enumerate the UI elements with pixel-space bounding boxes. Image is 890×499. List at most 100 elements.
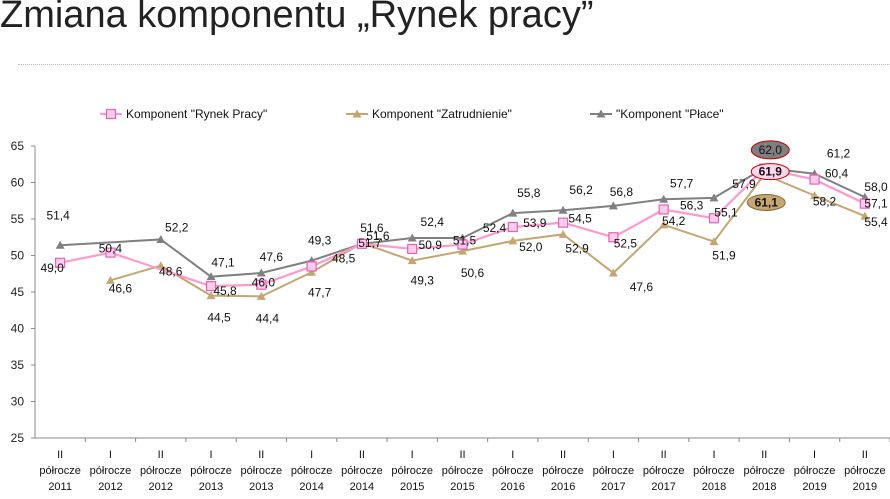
highlight-bubble-grey	[750, 140, 790, 160]
x-tick-label-year: 2014	[350, 481, 374, 493]
data-label: 61,1	[755, 195, 779, 209]
series-line	[60, 166, 866, 278]
data-label: 51,9	[712, 249, 736, 263]
data-label: 51,4	[46, 208, 70, 222]
highlight-bubble-tan	[746, 193, 786, 211]
series-point	[407, 243, 418, 255]
x-tick-label-half: II	[258, 449, 264, 461]
data-label: 54,2	[662, 214, 686, 228]
series-point	[256, 268, 266, 277]
series-point	[558, 229, 568, 238]
x-tick-label-word: półrocze	[140, 465, 182, 477]
series-point	[256, 291, 266, 300]
y-tick-label: 30	[11, 395, 25, 409]
legend-label: "Komponent "Płace"	[616, 107, 724, 121]
legend-marker	[352, 109, 362, 118]
data-label: 57,9	[732, 177, 756, 191]
series-point	[105, 275, 115, 284]
data-label: 55,1	[714, 205, 738, 219]
y-tick-label: 65	[11, 139, 25, 153]
data-label: 51,7	[358, 236, 382, 250]
x-tick-label-year: 2018	[752, 481, 776, 493]
x-tick-label-word: półrocze	[442, 465, 484, 477]
y-tick-label: 40	[11, 322, 25, 336]
x-tick-label-half: I	[813, 449, 816, 461]
data-labels-layer: 49,0 50,4 45,8 46,0 48,5 51,6 50,9 51,5 53,9 54,5…	[40, 140, 888, 325]
series-point	[557, 217, 569, 228]
data-label: 54,5	[568, 212, 592, 226]
data-label: 44,5	[207, 311, 231, 325]
x-tick-label-year: 2012	[148, 481, 172, 493]
x-tick-label-word: półrocze	[693, 465, 735, 477]
x-tick-label-year: 2012	[98, 481, 122, 493]
series-point	[507, 221, 518, 233]
data-label: 56,3	[680, 199, 704, 213]
series-point	[709, 237, 719, 246]
data-label: 44,4	[256, 311, 280, 325]
data-label: 46,6	[109, 281, 133, 295]
x-tick-label-word: półrocze	[90, 465, 132, 477]
series-point	[256, 279, 267, 290]
data-label: 47,1	[211, 256, 235, 270]
x-tick-label-word: półrocze	[190, 465, 232, 477]
x-tick-label-half: I	[310, 449, 313, 461]
chart-axes: 253035404550556065IIpółrocze2011Ipółrocz…	[11, 139, 890, 493]
data-label: 52,2	[165, 220, 189, 234]
data-label: 52,9	[565, 241, 589, 255]
x-tick-label-year: 2014	[299, 481, 323, 493]
x-tick-label-word: półrocze	[643, 465, 685, 477]
data-label: 52,5	[614, 236, 638, 250]
series-layer	[55, 163, 870, 300]
data-label: 57,1	[864, 197, 888, 211]
series-line	[59, 167, 866, 288]
data-label: 52,4	[421, 215, 445, 229]
x-tick-label-year: 2019	[802, 481, 826, 493]
data-label: 56,2	[569, 183, 593, 197]
data-label: 62,0	[759, 143, 783, 157]
series-point	[458, 246, 467, 255]
legend-marker	[105, 108, 117, 120]
series-point	[508, 208, 518, 217]
x-tick-label-half: II	[359, 449, 365, 461]
x-tick-label-word: półrocze	[391, 465, 433, 477]
data-label: 46,0	[252, 276, 276, 290]
data-label: 50,4	[99, 242, 123, 256]
series-point	[307, 267, 317, 276]
legend-marker	[596, 109, 606, 118]
data-label: 48,6	[159, 265, 183, 279]
x-tick-label-word: półrocze	[542, 465, 584, 477]
y-tick-label: 25	[11, 431, 25, 445]
x-tick-label-year: 2016	[551, 481, 575, 493]
series-point	[608, 201, 618, 210]
series-point	[809, 174, 820, 185]
y-tick-label: 55	[11, 212, 25, 226]
x-tick-label-word: półrocze	[492, 465, 534, 477]
x-tick-label-half: I	[511, 449, 514, 461]
chart-legend: Komponent "Rynek Pracy" Komponent "Zatrud…	[100, 107, 724, 121]
x-tick-label-half: I	[712, 449, 715, 461]
data-label: 58,0	[864, 180, 888, 194]
x-tick-label-word: półrocze	[844, 465, 886, 477]
x-tick-label-half: II	[57, 449, 63, 461]
data-label: 45,8	[213, 284, 237, 298]
series-point	[156, 261, 166, 270]
series-point	[205, 281, 217, 292]
x-tick-label-word: półrocze	[593, 465, 635, 477]
series-point	[708, 213, 720, 224]
x-tick-label-word: półrocze	[39, 465, 81, 477]
x-tick-label-half: II	[661, 449, 667, 461]
legend-label: Komponent "Zatrudnienie"	[372, 107, 512, 121]
x-tick-label-year: 2013	[249, 481, 273, 493]
data-label: 53,9	[523, 216, 547, 230]
series-point	[658, 204, 669, 215]
highlight-bubble-pink	[750, 163, 790, 181]
x-tick-label-year: 2013	[199, 481, 223, 493]
x-tick-label-half: I	[411, 449, 414, 461]
series-point	[558, 205, 568, 214]
series-point	[407, 233, 417, 242]
x-tick-label-half: I	[109, 449, 112, 461]
series-point	[356, 238, 368, 249]
series-line	[110, 173, 866, 298]
series-point	[156, 234, 166, 243]
data-label: 57,7	[670, 176, 694, 190]
